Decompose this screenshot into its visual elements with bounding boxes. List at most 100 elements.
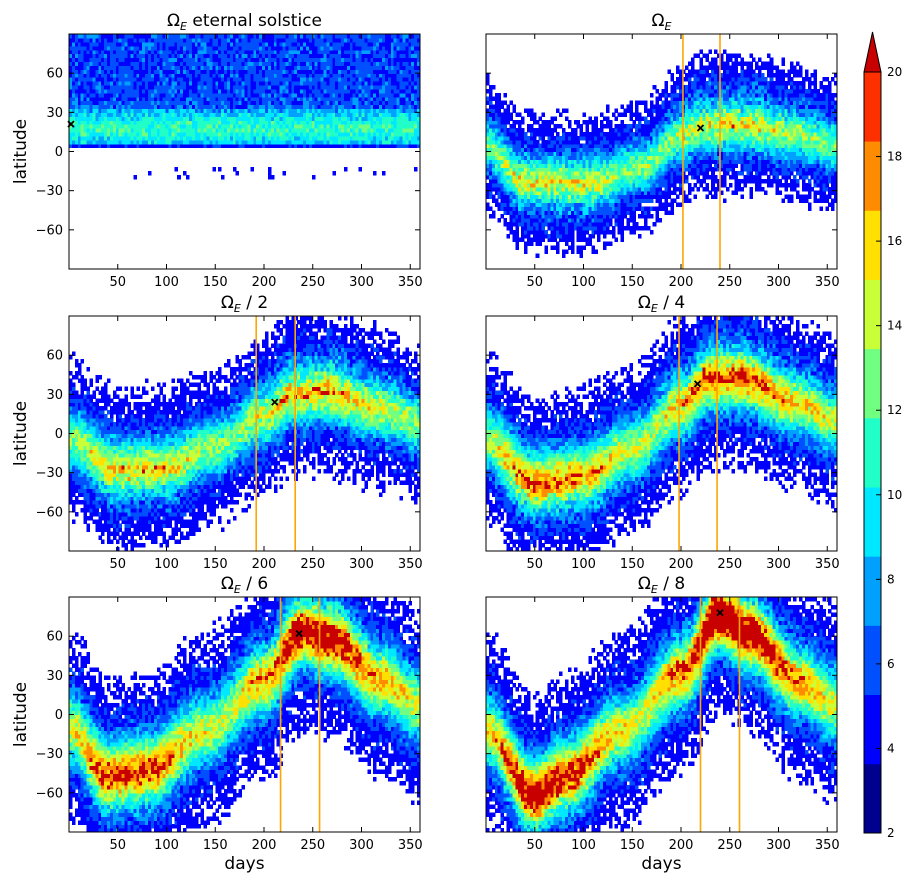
heatmap-cell: [241, 77, 246, 82]
heatmap-cell: [83, 131, 88, 137]
heatmap-cell: [256, 69, 260, 74]
heatmap-cell: [203, 57, 208, 63]
heatmap-cell: [112, 116, 117, 121]
heatmap-cell: [614, 128, 619, 133]
heatmap-cell: [500, 112, 505, 117]
heatmap-cell: [538, 124, 543, 129]
heatmap-cell: [308, 49, 313, 55]
heatmap-cell: [532, 163, 537, 168]
heatmap-cell: [608, 131, 613, 137]
heatmap-cell: [253, 81, 257, 86]
heatmap-cell: [547, 151, 551, 157]
heatmap-cell: [168, 53, 172, 59]
heatmap-cell: [311, 41, 316, 47]
heatmap-cell: [494, 151, 499, 157]
heatmap-cell: [209, 100, 213, 106]
heatmap-cell: [338, 53, 342, 59]
heatmap-cell: [203, 41, 208, 47]
heatmap-cell: [562, 225, 566, 231]
heatmap-cell: [104, 143, 108, 149]
heatmap-cell: [241, 139, 246, 145]
heatmap-cell: [570, 186, 575, 192]
heatmap-cell: [526, 108, 531, 113]
heatmap-cell: [411, 128, 415, 133]
heatmap-cell: [358, 65, 363, 70]
heatmap-cell: [582, 214, 587, 219]
heatmap-cell: [567, 182, 572, 188]
heatmap-cell: [535, 186, 540, 192]
heatmap-cell: [118, 69, 123, 74]
heatmap-cell: [573, 159, 578, 164]
heatmap-cell: [364, 37, 368, 43]
heatmap-cell: [200, 57, 205, 63]
heatmap-cell: [235, 128, 240, 133]
heatmap-cell: [118, 135, 123, 141]
heatmap-cell: [303, 49, 307, 55]
heatmap-cell: [573, 225, 578, 231]
heatmap-cell: [171, 104, 175, 110]
heatmap-cell: [177, 120, 181, 125]
heatmap-cell: [83, 112, 88, 117]
heatmap-cell: [150, 124, 155, 129]
heatmap-cell: [200, 49, 205, 55]
heatmap-cell: [95, 120, 99, 125]
heatmap-cell: [381, 171, 386, 176]
heatmap-cell: [408, 65, 412, 70]
heatmap-cell: [361, 92, 366, 98]
heatmap-cell: [614, 222, 619, 227]
heatmap-cell: [503, 171, 508, 176]
heatmap-cell: [153, 57, 158, 63]
heatmap-cell: [376, 120, 380, 125]
heatmap-cell: [294, 37, 298, 43]
heatmap-cell: [142, 120, 146, 125]
heatmap-cell: [194, 131, 199, 137]
heatmap-cell: [86, 96, 91, 102]
heatmap-cell: [585, 175, 589, 180]
heatmap-cell: [564, 206, 569, 211]
heatmap-cell: [294, 139, 298, 145]
heatmap-cell: [147, 69, 152, 74]
heatmap-cell: [390, 61, 395, 66]
heatmap-cell: [341, 77, 345, 82]
heatmap-cell: [605, 124, 610, 129]
heatmap-cell: [614, 171, 619, 176]
heatmap-cell: [115, 108, 120, 113]
heatmap-cell: [279, 128, 284, 133]
heatmap-cell: [512, 155, 516, 160]
heatmap-cell: [600, 155, 604, 160]
heatmap-cell: [573, 131, 578, 137]
heatmap-cell: [253, 100, 257, 106]
heatmap-cell: [506, 116, 510, 121]
heatmap-cell: [267, 128, 272, 133]
heatmap-cell: [355, 128, 360, 133]
heatmap-cell: [329, 108, 333, 113]
heatmap-cell: [300, 73, 304, 78]
heatmap-cell: [512, 124, 516, 129]
heatmap-cell: [168, 45, 172, 51]
heatmap-cell: [279, 84, 284, 90]
heatmap-cell: [311, 175, 316, 180]
heatmap-cell: [488, 159, 493, 164]
heatmap-cell: [620, 218, 625, 223]
heatmap-cell: [541, 151, 546, 157]
heatmap-cell: [177, 41, 181, 47]
heatmap-cell: [253, 135, 257, 141]
heatmap-cell: [95, 92, 99, 98]
heatmap-cell: [529, 206, 534, 211]
heatmap-cell: [597, 218, 601, 223]
heatmap-cell: [591, 190, 595, 196]
heatmap-cell: [414, 100, 418, 106]
heatmap-cell: [314, 96, 319, 102]
heatmap-cell: [247, 116, 251, 121]
heatmap-cell: [259, 84, 263, 90]
heatmap-cell: [229, 112, 234, 117]
heatmap-cell: [133, 124, 137, 129]
heatmap-cell: [506, 210, 510, 215]
heatmap-cell: [188, 34, 193, 39]
heatmap-cell: [399, 96, 404, 102]
heatmap-cell: [247, 41, 251, 47]
heatmap-cell: [288, 65, 292, 70]
heatmap-cell: [270, 100, 275, 106]
heatmap-cell: [320, 128, 325, 133]
heatmap-cell: [529, 135, 534, 141]
